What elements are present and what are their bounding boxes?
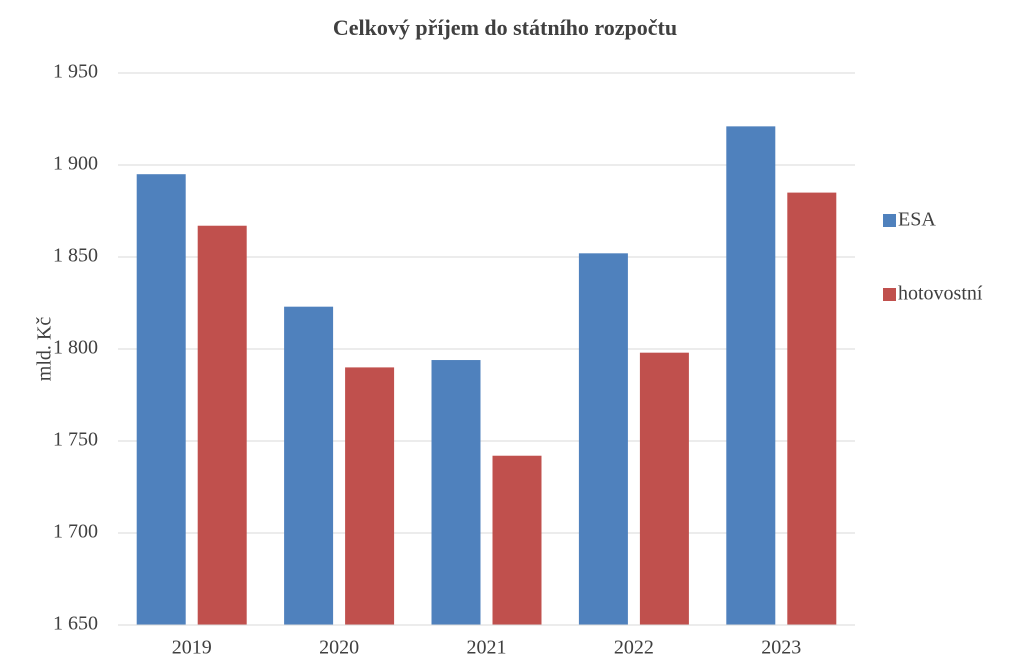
y-tick-label: 1 800 [53,337,98,359]
bar [136,174,186,625]
bar [492,455,542,625]
chart-title: Celkový příjem do státního rozpočtu [333,15,677,40]
bar [639,352,689,625]
x-tick-label: 2023 [761,637,801,659]
x-tick-label: 2020 [319,637,359,659]
y-tick-label: 1 750 [53,429,98,451]
y-tick-label: 1 700 [53,521,98,543]
x-tick-label: 2022 [614,637,654,659]
bar [787,192,837,625]
legend-swatch [883,214,896,227]
legend-label: ESA [898,209,936,231]
bar [197,225,247,625]
legend-swatch [883,288,896,301]
bar [578,253,628,625]
y-tick-label: 1 850 [53,245,98,267]
bar [431,360,481,625]
x-tick-label: 2021 [467,637,507,659]
bar [284,306,334,625]
bar [345,367,395,625]
legend-label: hotovostní [898,283,983,305]
x-tick-label: 2019 [172,637,212,659]
bar [726,126,776,626]
y-axis-label: mld. Kč [34,317,56,382]
y-tick-label: 1 650 [53,613,98,635]
y-tick-label: 1 950 [53,61,98,83]
y-tick-label: 1 900 [53,153,98,175]
